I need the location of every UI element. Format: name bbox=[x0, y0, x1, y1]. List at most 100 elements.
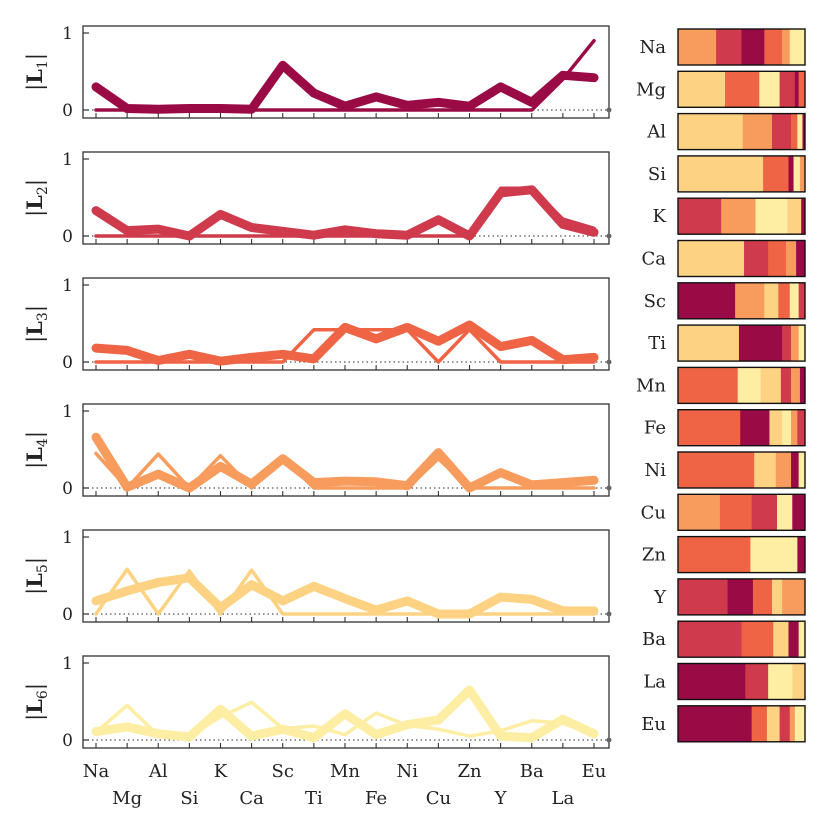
series-line-thick bbox=[91, 60, 599, 114]
x-tick-label: Sc bbox=[272, 761, 294, 782]
panel-frame bbox=[82, 529, 610, 623]
y-tick-label: 0 bbox=[62, 353, 73, 373]
composition-segment bbox=[801, 198, 806, 235]
composition-segment bbox=[793, 155, 801, 192]
composition-frame bbox=[677, 662, 806, 701]
composition-segment bbox=[744, 240, 769, 277]
composition-row-cu: Cu bbox=[641, 493, 806, 531]
y-tick-label: 0 bbox=[62, 731, 73, 751]
composition-segment bbox=[759, 71, 780, 108]
element-label: Ti bbox=[648, 333, 666, 354]
composition-segment bbox=[760, 367, 782, 404]
composition-frame bbox=[677, 197, 806, 235]
composition-row-fe: Fe bbox=[644, 409, 806, 447]
composition-segment bbox=[745, 663, 769, 700]
x-tick-label: Eu bbox=[582, 761, 607, 782]
composition-segment bbox=[678, 198, 722, 235]
element-label: Si bbox=[648, 164, 666, 185]
composition-segment bbox=[782, 578, 806, 615]
composition-segment bbox=[788, 155, 794, 192]
composition-frame bbox=[677, 155, 806, 193]
composition-frame bbox=[677, 578, 806, 616]
composition-segment bbox=[738, 325, 783, 362]
element-label: Al bbox=[646, 122, 666, 143]
panel-L5: 0 1 |L5| bbox=[22, 528, 612, 625]
composition-segment bbox=[798, 71, 806, 108]
composition-segment bbox=[727, 578, 754, 615]
composition-segment bbox=[797, 409, 806, 446]
y-tick-label: 1 bbox=[62, 276, 73, 296]
zero-marker bbox=[606, 359, 612, 365]
composition-segment bbox=[678, 663, 746, 700]
composition-segment bbox=[678, 113, 744, 150]
zero-marker bbox=[606, 737, 612, 743]
composition-segment bbox=[768, 240, 787, 277]
composition-segment bbox=[678, 29, 717, 65]
composition-segment bbox=[755, 198, 788, 235]
composition-segment bbox=[782, 29, 791, 65]
composition-frame bbox=[677, 239, 806, 278]
zero-marker bbox=[606, 107, 612, 113]
panel-L3: 0 1 |L3| bbox=[22, 276, 612, 373]
composition-segment bbox=[678, 494, 721, 531]
composition-segment bbox=[769, 409, 783, 446]
composition-segment bbox=[791, 452, 799, 488]
composition-row-mn: Mn bbox=[636, 366, 806, 405]
composition-segment bbox=[763, 155, 789, 192]
composition-segment bbox=[798, 452, 806, 488]
composition-frame bbox=[677, 366, 806, 405]
y-tick-label: 0 bbox=[62, 605, 73, 625]
element-label: Sc bbox=[644, 291, 666, 312]
composition-segment bbox=[678, 705, 752, 742]
composition-segment bbox=[716, 29, 742, 65]
composition-segment bbox=[782, 409, 792, 446]
y-tick-label: 1 bbox=[62, 150, 73, 170]
y-tick-label: 1 bbox=[62, 528, 73, 548]
element-label: Mn bbox=[636, 375, 666, 396]
composition-row-ti: Ti bbox=[648, 324, 806, 362]
composition-frame bbox=[677, 112, 806, 151]
composition-segment bbox=[785, 240, 797, 277]
composition-segment bbox=[742, 113, 773, 150]
composition-segment bbox=[796, 240, 806, 277]
x-tick-label: Ni bbox=[396, 761, 418, 782]
composition-row-ba: Ba bbox=[642, 620, 806, 658]
panel-L4: 0 1 |L4| bbox=[22, 402, 612, 499]
x-tick-label: Y bbox=[494, 788, 508, 809]
y-axis-label: |L4| bbox=[22, 431, 51, 469]
composition-segment bbox=[719, 494, 752, 531]
composition-segment bbox=[775, 452, 792, 488]
composition-row-al: Al bbox=[646, 112, 806, 151]
x-tick-label: La bbox=[552, 788, 575, 809]
series-line-thin bbox=[94, 567, 596, 616]
composition-segment bbox=[798, 282, 806, 319]
x-tick-label: K bbox=[214, 761, 228, 782]
composition-frame bbox=[677, 535, 806, 574]
composition-segment bbox=[782, 325, 792, 362]
series-line-thick bbox=[91, 432, 599, 493]
composition-segment bbox=[789, 29, 806, 65]
composition-frame bbox=[677, 620, 806, 658]
series-line-thick bbox=[91, 185, 599, 241]
x-tick-label: Al bbox=[148, 761, 168, 782]
composition-segment bbox=[773, 621, 789, 658]
composition-frame bbox=[677, 324, 806, 362]
x-tick-label: Zn bbox=[457, 761, 482, 782]
element-label: Na bbox=[640, 37, 667, 58]
composition-segment bbox=[751, 705, 768, 742]
composition-segment bbox=[678, 409, 741, 446]
composition-segment bbox=[798, 621, 806, 658]
panel-frame bbox=[82, 151, 610, 245]
x-tick-label: Na bbox=[83, 761, 110, 782]
composition-segment bbox=[678, 621, 742, 658]
y-axis-label: |L1| bbox=[22, 53, 51, 91]
composition-segment bbox=[768, 663, 793, 700]
composition-segment bbox=[780, 367, 792, 404]
composition-segment bbox=[678, 578, 728, 615]
composition-segment bbox=[792, 494, 806, 531]
composition-segment bbox=[724, 71, 760, 108]
panel-frame bbox=[82, 277, 610, 371]
composition-segment bbox=[802, 113, 806, 150]
composition-row-na: Na bbox=[640, 28, 806, 66]
panel-frame bbox=[82, 25, 610, 119]
